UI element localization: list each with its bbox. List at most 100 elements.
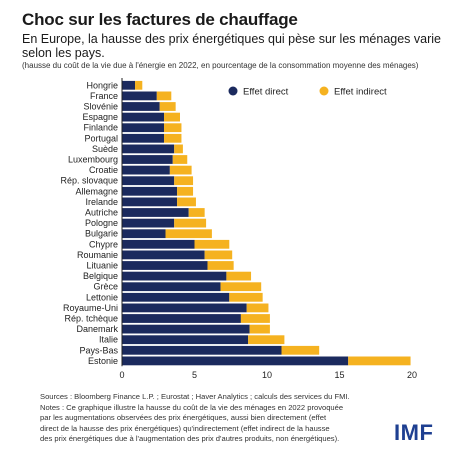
bar-segment-indirect <box>165 229 212 239</box>
bar-segment-indirect <box>226 271 252 281</box>
bar-segment-indirect <box>164 112 180 122</box>
stacked-bar-chart: HongrieFranceSlovénieEspagneFinlandePort… <box>60 78 417 380</box>
x-tick-label: 0 <box>119 370 124 380</box>
bar-segment-indirect <box>164 123 182 133</box>
x-tick-label: 20 <box>407 370 417 380</box>
legend-label: Effet indirect <box>334 87 387 98</box>
x-tick-label: 15 <box>334 370 344 380</box>
bar-segment-indirect <box>177 186 194 196</box>
category-label: Autriche <box>85 208 118 218</box>
chart-title: Choc sur les factures de chauffage <box>22 10 298 29</box>
category-label: Finlande <box>83 123 118 133</box>
bar-segment-indirect <box>204 250 233 260</box>
bar-segment-indirect <box>220 282 262 292</box>
bar-segment-direct <box>122 208 189 217</box>
bar-segment-direct <box>122 80 136 90</box>
category-label: Hongrie <box>86 80 118 90</box>
bar-segment-indirect <box>240 314 270 323</box>
bar-segment-direct <box>122 303 247 313</box>
bar-segment-direct <box>122 345 282 355</box>
chart-note: (hausse du coût de la vie due à l'énergi… <box>22 61 419 70</box>
bar-segment-direct <box>122 165 170 175</box>
bar-segment-indirect <box>174 218 207 228</box>
bar-segment-direct <box>122 186 178 196</box>
legend-label: Effet direct <box>243 87 289 98</box>
bar-segment-direct <box>122 133 165 143</box>
category-label: Bulgarie <box>85 229 118 239</box>
bar-segment-direct <box>122 197 178 207</box>
bar-segment-direct <box>122 176 175 186</box>
category-label: France <box>90 91 118 101</box>
category-label: Roumanie <box>77 250 118 260</box>
footer-notes-line: par les augmentations observées des prix… <box>40 413 327 422</box>
bar-segment-direct <box>122 314 241 323</box>
category-label: Chypre <box>89 239 118 249</box>
legend-marker <box>319 86 329 96</box>
bar-segment-direct <box>122 292 230 302</box>
bar-segment-indirect <box>246 303 269 313</box>
bar-segment-direct <box>122 261 208 270</box>
bar-segment-indirect <box>207 261 234 270</box>
category-label: Danemark <box>76 324 118 334</box>
category-label: Italie <box>99 335 118 345</box>
footer-notes-line: des prix énergétiques due à l'augmentati… <box>40 434 340 443</box>
bar-segment-direct <box>122 155 173 164</box>
bar-segment-direct <box>122 324 250 334</box>
footer-sources: Sources : Bloomberg Finance L.P. ; Euros… <box>40 392 350 401</box>
category-label: Portugal <box>84 133 118 143</box>
bar-segment-indirect <box>169 165 192 175</box>
bar-segment-direct <box>122 282 221 292</box>
bar-segment-indirect <box>177 197 196 207</box>
bar-segment-direct <box>122 123 165 133</box>
x-tick-label: 5 <box>192 370 197 380</box>
bar-segment-direct <box>122 229 166 239</box>
bar-segment-direct <box>122 239 195 249</box>
bar-segment-indirect <box>174 144 183 154</box>
footer-notes-line: direct de la hausse des prix énergétique… <box>40 423 330 433</box>
x-tick-label: 10 <box>262 370 272 380</box>
category-label: Rép. slovaque <box>60 176 118 186</box>
category-label: Belgique <box>83 271 118 281</box>
imf-logo: IMF <box>394 420 434 445</box>
bar-segment-indirect <box>281 345 320 355</box>
bar-segment-direct <box>122 144 175 154</box>
category-label: Lettonie <box>86 292 118 302</box>
bar-segment-indirect <box>159 102 176 111</box>
bar-segment-indirect <box>164 133 182 143</box>
bar-segment-indirect <box>135 80 143 90</box>
category-label: Estonie <box>88 356 118 366</box>
bar-segment-direct <box>122 335 249 345</box>
bar-segment-indirect <box>229 292 263 302</box>
bar-segment-indirect <box>248 335 285 345</box>
legend-marker <box>228 86 238 96</box>
bar-segment-indirect <box>156 91 172 101</box>
category-label: Lituanie <box>86 261 118 271</box>
category-label: Luxembourg <box>68 155 118 165</box>
category-label: Irelande <box>85 197 118 207</box>
category-label: Pologne <box>85 218 118 228</box>
chart-footer: Sources : Bloomberg Finance L.P. ; Euros… <box>40 392 400 445</box>
category-label: Rép. tchèque <box>64 314 118 324</box>
category-label: Royaume-Uni <box>63 303 118 313</box>
bar-segment-indirect <box>348 356 411 366</box>
bar-segment-indirect <box>174 176 194 186</box>
category-label: Croatie <box>89 165 118 175</box>
category-label: Grèce <box>93 282 118 292</box>
category-label: Suède <box>92 144 118 154</box>
chart-subtitle: En Europe, la hausse des prix énergétiqu… <box>22 32 442 60</box>
bar-segment-direct <box>122 271 227 281</box>
bar-segment-direct <box>122 91 157 101</box>
bar-segment-direct <box>122 218 175 228</box>
bar-segment-indirect <box>172 155 188 164</box>
bar-segment-indirect <box>249 324 270 334</box>
bar-segment-indirect <box>194 239 230 249</box>
bar-segment-direct <box>122 102 160 111</box>
category-label: Pays-Bas <box>79 345 118 355</box>
footer-notes-line: Notes : Ce graphique illustre la hausse … <box>40 402 344 412</box>
category-label: Slovénie <box>83 102 118 112</box>
category-label: Espagne <box>82 112 118 122</box>
bar-segment-direct <box>122 250 205 260</box>
bar-segment-direct <box>122 112 165 122</box>
bar-segment-direct <box>122 356 349 366</box>
category-label: Allemagne <box>75 186 118 196</box>
